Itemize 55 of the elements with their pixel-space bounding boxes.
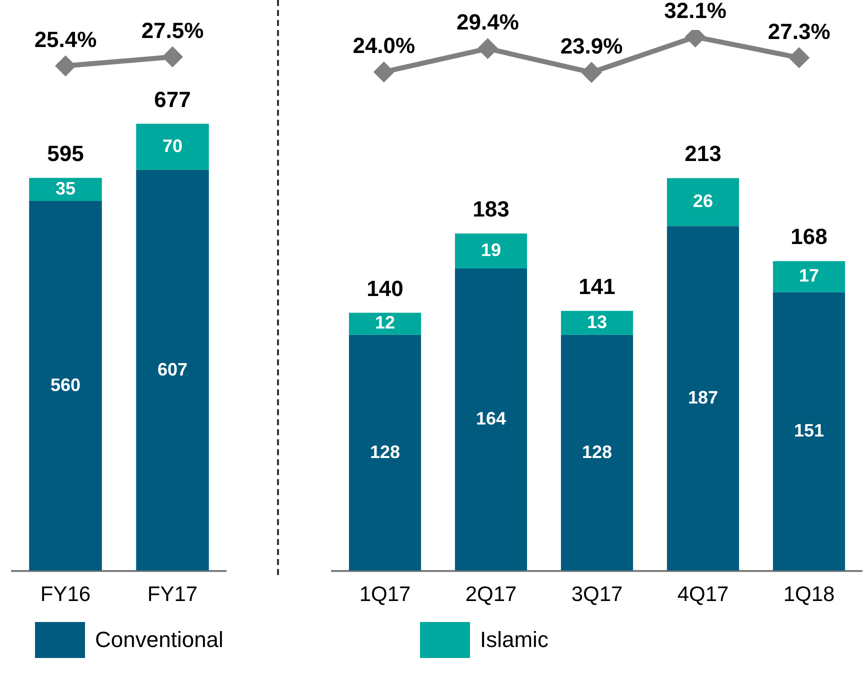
total-label: 140: [366, 276, 404, 301]
data-label: 12: [374, 312, 396, 333]
x-tick-label: FY16: [40, 583, 91, 606]
data-label: 32.1%: [664, 0, 726, 23]
data-label: 560: [50, 374, 81, 395]
data-label: 35: [55, 178, 76, 198]
bar: [560, 310, 634, 335]
bar: [666, 178, 740, 226]
bar: [348, 312, 422, 335]
bar: [772, 292, 846, 571]
bar: [560, 334, 634, 571]
data-label: 24.0%: [352, 33, 416, 58]
total-label: 141: [578, 274, 616, 299]
total-label: 677: [154, 86, 191, 112]
data-label: 19: [480, 240, 502, 260]
legend-label: Islamic: [480, 627, 548, 653]
bar: [454, 268, 528, 571]
bar: [29, 200, 102, 571]
bar: [136, 170, 209, 571]
total-label: 213: [684, 141, 722, 166]
bar: [29, 178, 102, 201]
data-label: 29.4%: [456, 10, 519, 35]
data-label: 128: [582, 442, 612, 462]
data-label: 151: [794, 420, 824, 441]
x-tick-label: 3Q17: [571, 583, 623, 606]
x-tick-label: 1Q18: [783, 583, 835, 606]
data-label: 607: [157, 359, 188, 380]
bar: [666, 226, 740, 571]
data-label: 128: [370, 442, 400, 462]
point: [478, 39, 498, 58]
point: [374, 62, 394, 82]
data-label: 187: [688, 387, 718, 408]
data-label: 27.5%: [141, 18, 204, 43]
total-label: 595: [47, 140, 84, 166]
x-tick-label: 2Q17: [465, 583, 517, 606]
x-tick-label: 4Q17: [677, 583, 729, 606]
bar: [348, 334, 422, 571]
bar: [136, 124, 209, 170]
data-label: 164: [476, 408, 506, 429]
point: [790, 48, 809, 68]
point: [582, 62, 601, 82]
data-label: 27.3%: [768, 18, 830, 44]
legend-label: Conventional: [95, 627, 224, 653]
data-label: 17: [798, 266, 820, 286]
total-label: 183: [472, 196, 510, 222]
x-tick-label: 1Q17: [359, 583, 411, 606]
data-label: 26: [692, 191, 714, 212]
data-label: 23.9%: [560, 33, 623, 58]
data-label: 70: [162, 136, 183, 156]
data-label: 25.4%: [34, 26, 97, 52]
total-label: 168: [790, 224, 828, 250]
data-label: 13: [586, 312, 608, 332]
x-tick-label: FY17: [147, 583, 198, 606]
bar: [772, 261, 846, 292]
bar: [454, 233, 528, 268]
